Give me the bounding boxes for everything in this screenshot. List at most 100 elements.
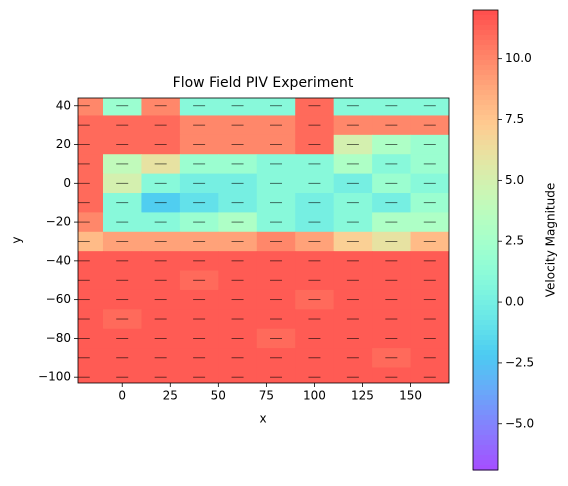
colorbar-swatch — [473, 150, 498, 156]
colorbar-swatch — [473, 385, 498, 391]
x-tick-label: 150 — [399, 389, 422, 403]
colorbar-swatch — [473, 80, 498, 86]
colorbar-swatch — [473, 95, 498, 101]
colorbar-swatch — [473, 460, 498, 466]
colorbar-swatch — [473, 90, 498, 96]
colorbar-swatch — [473, 420, 498, 426]
heatmap-cell — [78, 193, 104, 213]
colorbar-swatch — [473, 160, 498, 166]
colorbar-swatch — [473, 50, 498, 56]
colorbar-swatch — [473, 430, 498, 436]
heatmap-cell — [218, 367, 258, 383]
colorbar-swatch — [473, 170, 498, 176]
colorbar-swatch — [473, 400, 498, 406]
colorbar-swatch — [473, 70, 498, 76]
colorbar-swatch — [473, 40, 498, 46]
x-tick-label: 100 — [303, 389, 326, 403]
colorbar-swatch — [473, 295, 498, 301]
heatmap-cell — [78, 289, 104, 310]
colorbar-swatch — [473, 105, 498, 111]
heatmap-cell — [78, 134, 104, 155]
colorbar-swatch — [473, 115, 498, 121]
colorbar-swatch — [473, 335, 498, 341]
heatmap-cell — [78, 348, 104, 368]
colorbar-swatch — [473, 165, 498, 171]
y-tick-label: −100 — [38, 370, 71, 384]
heatmap-cell — [218, 98, 258, 116]
colorbar-swatch — [473, 205, 498, 211]
colorbar-swatch — [473, 15, 498, 21]
y-tick-label: −40 — [46, 253, 71, 267]
colorbar-swatch — [473, 305, 498, 311]
colorbar-swatch — [473, 210, 498, 216]
heatmap-cell — [102, 98, 142, 116]
colorbar-swatch — [473, 255, 498, 261]
x-tick-label: 50 — [211, 389, 226, 403]
colorbar-swatch — [473, 325, 498, 331]
heatmap-cell — [102, 367, 142, 383]
heatmap-cell — [256, 98, 296, 116]
colorbar-swatch — [473, 465, 498, 471]
colorbar-swatch — [473, 340, 498, 346]
x-axis-label: x — [259, 412, 266, 426]
colorbar-swatch — [473, 355, 498, 361]
colorbar-swatch — [473, 290, 498, 296]
colorbar-swatch — [473, 55, 498, 61]
heatmap-cell — [141, 98, 181, 116]
colorbar-swatch — [473, 25, 498, 31]
colorbar-swatch — [473, 360, 498, 366]
heatmap-cell — [78, 367, 104, 383]
colorbar-tick-label: −2.5 — [505, 355, 534, 369]
heatmap-cell — [78, 173, 104, 194]
colorbar-swatch — [473, 120, 498, 126]
colorbar-swatch — [473, 275, 498, 281]
colorbar-swatch — [473, 405, 498, 411]
x-tick-label: 75 — [259, 389, 274, 403]
colorbar-swatch — [473, 370, 498, 376]
colorbar-swatch — [473, 195, 498, 201]
colorbar-swatch — [473, 135, 498, 141]
y-tick-label: 20 — [56, 137, 71, 151]
x-tick-label: 25 — [163, 389, 178, 403]
colorbar-tick-label: 0.0 — [505, 295, 524, 309]
colorbar-frame — [472, 9, 499, 471]
heatmap — [78, 98, 449, 383]
colorbar-swatch — [473, 110, 498, 116]
x-tick-label: 0 — [118, 389, 126, 403]
y-tick-label: −60 — [46, 292, 71, 306]
colorbar-swatch — [473, 190, 498, 196]
colorbar-swatch — [473, 350, 498, 356]
colorbar-swatch — [473, 240, 498, 246]
heatmap-cell — [372, 367, 412, 383]
colorbar-swatch — [473, 200, 498, 206]
colorbar-swatch — [473, 185, 498, 191]
colorbar-swatch — [473, 455, 498, 461]
heatmap-cell — [333, 367, 373, 383]
colorbar-swatch — [473, 180, 498, 186]
colorbar-swatch — [473, 175, 498, 181]
chart-title: Flow Field PIV Experiment — [173, 75, 354, 91]
colorbar-swatch — [473, 35, 498, 41]
y-tick-label: 40 — [56, 98, 71, 112]
heatmap-cell — [179, 98, 219, 116]
plot-frame — [77, 97, 450, 384]
heatmap-cell — [78, 309, 104, 330]
colorbar-swatch — [473, 60, 498, 66]
heatmap-cell — [78, 231, 104, 252]
colorbar-swatch — [473, 345, 498, 351]
colorbar-tick-label: 7.5 — [505, 112, 524, 126]
y-tick-label: −80 — [46, 331, 71, 345]
colorbar-swatch — [473, 390, 498, 396]
colorbar-swatch — [473, 250, 498, 256]
colorbar-swatch — [473, 30, 498, 36]
heatmap-cell — [78, 328, 104, 349]
colorbar-swatch — [473, 310, 498, 316]
colorbar-tick-label: 10.0 — [505, 51, 532, 65]
colorbar-label: Velocity Magnitude — [544, 183, 558, 297]
colorbar-swatch — [473, 155, 498, 161]
colorbar-swatch — [473, 235, 498, 241]
colorbar-swatch — [473, 450, 498, 456]
colorbar-swatch — [473, 280, 498, 286]
colorbar-swatch — [473, 410, 498, 416]
